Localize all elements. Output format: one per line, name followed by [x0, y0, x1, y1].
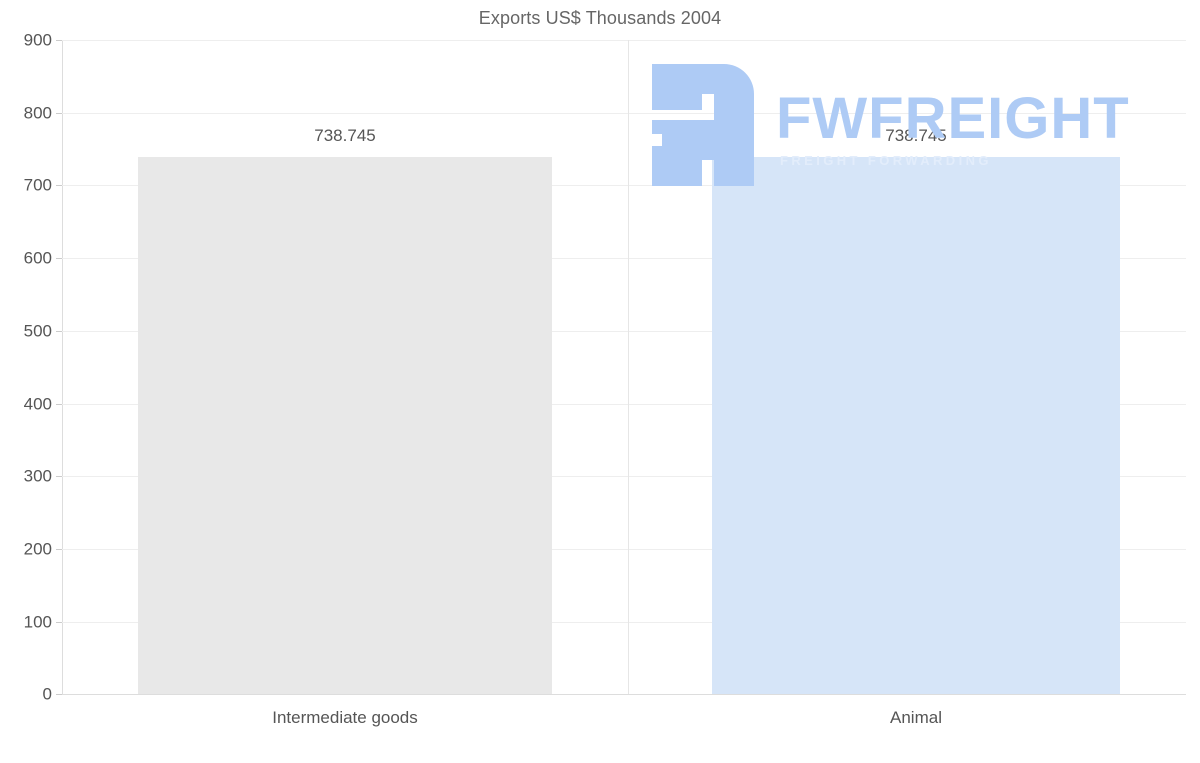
y-axis-tick-label: 900: [23, 30, 52, 50]
y-axis-tick-mark: [56, 476, 62, 478]
y-axis-tick-label: 0: [42, 684, 52, 704]
y-axis-tick-mark: [56, 548, 62, 550]
gridline: [62, 112, 1186, 114]
gridline: [62, 403, 1186, 405]
gridline: [62, 40, 1186, 41]
x-axis-label-intermediate-goods: Intermediate goods: [272, 708, 418, 727]
y-axis-labels: 900 800 700 600 500 400 300 200 100 0: [0, 32, 52, 703]
y-axis-tick-label: 600: [23, 248, 52, 268]
y-axis-tick-label: 800: [23, 103, 52, 123]
y-axis-line: [62, 40, 63, 695]
plot-area: [62, 40, 1186, 695]
chart-title: Exports US$ Thousands 2004: [478, 8, 722, 28]
bar-animal[interactable]: [712, 157, 1120, 694]
gridline: [62, 621, 1186, 623]
gridline: [62, 258, 1186, 260]
y-axis-tick-mark: [56, 185, 62, 187]
gridline: [62, 330, 1186, 332]
category-divider: [628, 40, 629, 694]
y-axis-tick-mark: [56, 403, 62, 405]
y-axis-tick-label: 100: [23, 612, 52, 632]
y-axis-tick-label: 700: [23, 175, 52, 195]
gridline: [62, 548, 1186, 550]
y-axis-tick-label: 500: [23, 321, 52, 341]
y-axis-tick-mark: [56, 694, 62, 696]
y-axis-tick-label: 200: [23, 539, 52, 559]
gridline: [62, 476, 1186, 478]
x-axis-label-animal: Animal: [890, 708, 942, 727]
gridline: [62, 185, 1186, 187]
y-axis-tick-mark: [56, 258, 62, 260]
y-axis-tick-mark: [56, 621, 62, 623]
bar-value-label-intermediate-goods: 738.745: [314, 126, 376, 145]
y-axis-tick-mark: [56, 40, 62, 41]
y-axis-tick-label: 400: [23, 394, 52, 413]
bar-value-label-animal: 738.745: [885, 126, 947, 145]
y-axis-tick-mark: [56, 330, 62, 332]
y-axis-tick-mark: [56, 112, 62, 114]
x-axis-baseline: [62, 694, 1186, 695]
y-axis-tick-label: 300: [23, 466, 52, 486]
bar-intermediate-goods[interactable]: [138, 157, 552, 694]
